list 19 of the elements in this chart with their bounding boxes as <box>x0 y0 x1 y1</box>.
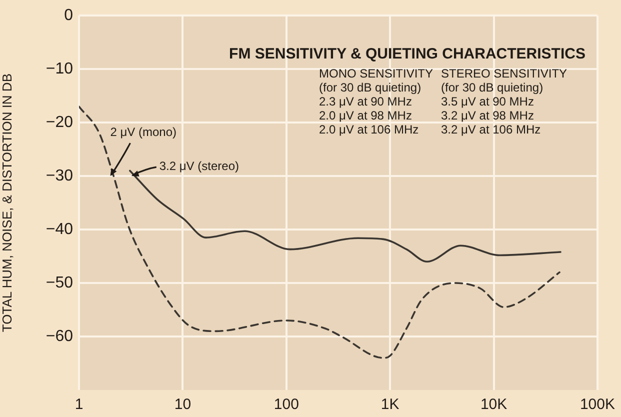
y-tick-label: −30 <box>46 167 74 184</box>
annotation: STEREO SENSITIVITY (for 30 dB quieting) 3.5 μV at 90 MHz 3.2 μV at 98 MHz 3.2 μV at 106 MHz <box>441 66 568 137</box>
x-tick-label: 10 <box>174 396 192 414</box>
y-tick-label: −50 <box>46 274 74 292</box>
text: FM SENSITIVITY & QUIETING CHARACTERISTICS <box>229 46 586 63</box>
x-tick-label: 10K <box>480 396 508 414</box>
x-tick-label: 100K <box>580 396 616 414</box>
y-tick-label: −10 <box>46 60 74 78</box>
x-tick-label: 1K <box>380 396 400 414</box>
y-tick-label: −20 <box>46 114 74 131</box>
y-axis-title: TOTAL HUM, NOISE, & DISTORTION IN DB <box>0 74 14 332</box>
annotation: 2 μV (mono) <box>110 125 176 140</box>
x-tick-label: 100 <box>274 396 299 414</box>
y-tick-label: 0 <box>64 7 74 24</box>
annotation: 3.2 μV (stereo) <box>159 159 240 174</box>
annotation: MONO SENSITIVITY (for 30 dB quieting) 2.3 μV at 90 MHz 2.0 μV at 98 MHz 2.0 μV at 106 MHz <box>319 66 434 137</box>
x-tick-label: 1 <box>74 396 84 414</box>
y-tick-label: −40 <box>46 220 74 238</box>
y-tick-label: −60 <box>46 328 74 345</box>
